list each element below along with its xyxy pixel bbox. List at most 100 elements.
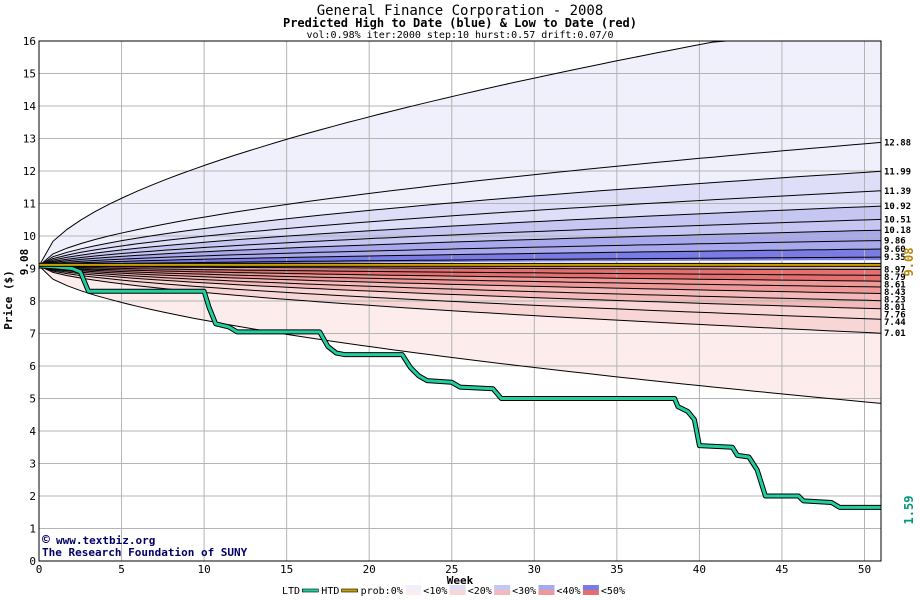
- band-end-label: 9.60: [884, 245, 906, 255]
- copyright-icon: ©: [42, 533, 50, 548]
- legend-range-swatch-red: [494, 590, 511, 595]
- low-band-30: [39, 265, 881, 294]
- y-tick-label: 4: [29, 425, 36, 438]
- low-percentile-line-25: [38, 265, 882, 294]
- y-tick-label: 11: [23, 198, 36, 211]
- band-end-label: 8.01: [884, 303, 906, 313]
- y-tick-label: 5: [29, 393, 36, 406]
- band-end-label: 9.86: [884, 237, 906, 247]
- band-end-label: 10.92: [884, 202, 911, 212]
- legend-range-swatch-blue: [405, 585, 422, 590]
- y-axis-title: Price ($): [2, 270, 15, 330]
- high-percentile-line-25: [38, 218, 882, 267]
- y-tick-label: 6: [29, 360, 36, 373]
- legend-range-label: <30%: [512, 586, 536, 597]
- credit-org: The Research Foundation of SUNY: [42, 546, 248, 559]
- x-tick-label: 0: [36, 563, 43, 576]
- y-tick-label: 3: [29, 458, 36, 471]
- legend-range-swatch: [494, 585, 511, 595]
- y-tick-label: 16: [23, 35, 36, 48]
- high-percentile-line-45: [38, 256, 882, 267]
- chart-subtitle: Predicted High to Date (blue) & Low to D…: [283, 16, 637, 30]
- legend-range-label: <10%: [423, 586, 447, 597]
- x-tick-label: 25: [445, 563, 458, 576]
- ltd-line: [38, 264, 881, 509]
- legend-range-swatch: [582, 585, 599, 595]
- legend-range-label: <20%: [468, 586, 492, 597]
- low-band-10: [39, 265, 881, 334]
- legend-range-swatch: [449, 585, 466, 595]
- y-tick-label: 1: [29, 523, 36, 536]
- high-band-5: [39, 142, 881, 266]
- low-percentile-line-20: [38, 265, 882, 302]
- y-tick-label: 0: [29, 555, 36, 568]
- low-band-25: [39, 265, 881, 301]
- high-band-20: [39, 206, 881, 266]
- band-end-label: 10.18: [884, 226, 911, 236]
- high-percentile-line-5: [38, 141, 882, 267]
- credits: © www.textbiz.org The Research Foundatio…: [42, 533, 248, 559]
- x-tick-label: 50: [858, 563, 871, 576]
- x-tick-label: 10: [197, 563, 210, 576]
- y-tick-label: 14: [23, 100, 37, 113]
- legend-ltd-label: LTD: [282, 586, 300, 597]
- legend-range-label: <40%: [557, 586, 581, 597]
- y-tick-label: 15: [23, 68, 36, 81]
- high-percentile-line-10: [38, 170, 882, 267]
- high-band-35: [39, 240, 881, 266]
- legend-range-swatch-blue: [449, 585, 466, 590]
- low-percentile-line-35: [38, 265, 882, 282]
- band-end-label: 12.88: [884, 138, 911, 148]
- legend-range-swatch-red: [582, 590, 599, 595]
- x-tick-label: 20: [363, 563, 376, 576]
- x-tick-label: 30: [528, 563, 541, 576]
- high-percentile-line-15: [38, 190, 882, 267]
- legend-htd-swatch: [341, 588, 358, 593]
- band-end-label: 11.99: [884, 167, 911, 177]
- low-percentile-line-45: [38, 265, 882, 270]
- y-tick-label: 7: [29, 328, 36, 341]
- band-end-label: 11.39: [884, 187, 911, 197]
- y-tick-label: 12: [23, 165, 36, 178]
- plot-area: [38, 40, 882, 562]
- legend-prob-label: prob:0%: [361, 586, 403, 597]
- right-end-price-label: 1.59: [902, 496, 916, 525]
- legend: LTD HTD prob:0% <10% <20% <30% <40% <50%: [282, 585, 625, 597]
- x-tick-label: 45: [775, 563, 788, 576]
- y-tick-label: 2: [29, 490, 36, 503]
- grid-lines: [38, 40, 881, 562]
- band-end-label: 7.01: [884, 329, 906, 339]
- legend-range-swatch: [405, 585, 422, 595]
- plot-frame: [38, 40, 882, 562]
- low-band-40: [39, 265, 881, 282]
- band-end-label: 8.43: [884, 288, 906, 298]
- band-end-label: 10.51: [884, 215, 911, 225]
- legend-range-swatch-blue: [582, 585, 599, 590]
- low-band-15: [39, 265, 881, 320]
- high-band-25: [39, 219, 881, 266]
- high-percentile-line-20: [38, 205, 882, 267]
- probability-bands: [39, 41, 881, 404]
- legend-htd-label: HTD: [321, 586, 339, 597]
- legend-range-swatch-red: [449, 590, 466, 595]
- high-band-15: [39, 190, 881, 266]
- band-end-label: 8.79: [884, 273, 906, 283]
- x-axis-ticks: 0 5 10 15 20 25 30 35 40 45 50: [36, 563, 871, 576]
- y-tick-label: 8: [29, 295, 36, 308]
- low-band-20: [39, 265, 881, 309]
- high-band-45: [39, 257, 881, 266]
- low-percentile-line-40: [38, 265, 882, 276]
- high-band-30: [39, 230, 881, 266]
- x-tick-label: 5: [118, 563, 125, 576]
- band-end-label: 7.76: [884, 310, 906, 320]
- legend-range-swatch-red: [405, 590, 422, 595]
- legend-range-swatch-blue: [494, 585, 511, 590]
- chart-params: vol:0.98% iter:2000 step:10 hurst:0.57 d…: [306, 30, 613, 41]
- legend-range-label: <50%: [601, 586, 625, 597]
- low-percentile-line-15: [38, 265, 882, 310]
- low-band-5: [39, 265, 881, 404]
- percentile-lines: [38, 40, 882, 404]
- y-tick-label: 9: [29, 263, 36, 276]
- start-price-label: 9.08: [18, 249, 31, 276]
